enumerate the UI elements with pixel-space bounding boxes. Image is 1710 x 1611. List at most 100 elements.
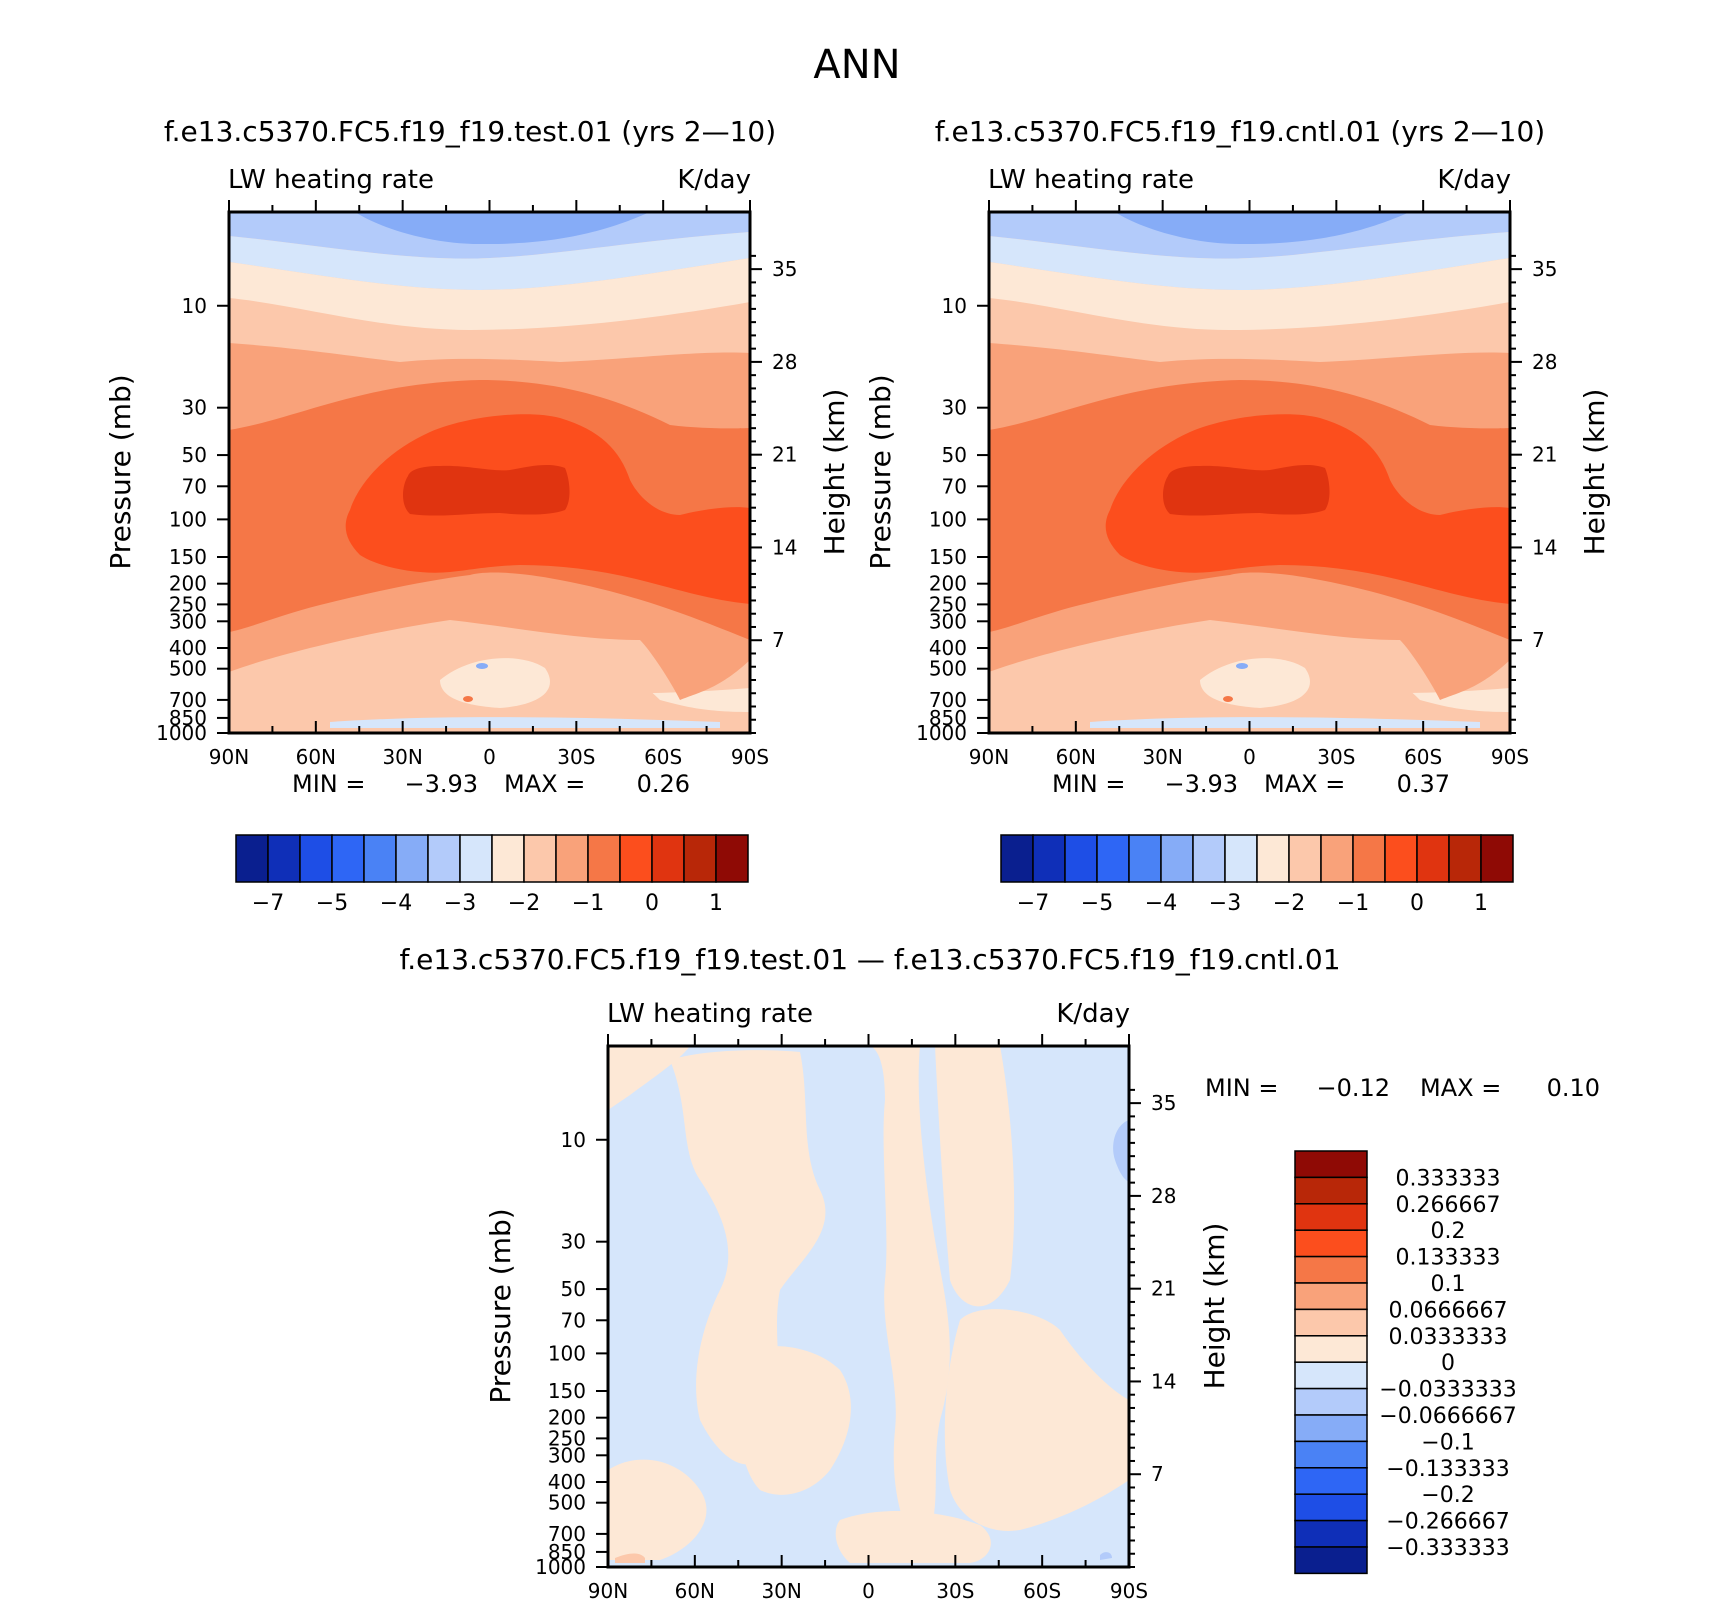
pressure-tick-label: 400 xyxy=(169,636,207,660)
colorbar-swatch xyxy=(1294,1150,1368,1179)
pressure-tick-label: 500 xyxy=(548,1491,586,1515)
x-tick-label: 60S xyxy=(1023,1579,1061,1603)
height-tick-label: 21 xyxy=(772,443,797,467)
colorbar-label: −2 xyxy=(1273,891,1305,916)
colorbar-label: −0.266667 xyxy=(1386,1510,1509,1535)
contour-band xyxy=(476,663,488,669)
x-tick-label: 30N xyxy=(1142,745,1182,769)
x-tick-label: 90S xyxy=(1110,1579,1148,1603)
colorbar-swatch xyxy=(1320,834,1354,883)
height-tick-label: 14 xyxy=(1151,1369,1176,1393)
pressure-tick-label: 1000 xyxy=(535,1555,586,1579)
pressure-tick-label: 50 xyxy=(182,443,207,467)
colorbar-swatch xyxy=(715,834,749,883)
colorbar-swatch xyxy=(1294,1519,1368,1548)
height-tick-label: 28 xyxy=(1151,1184,1176,1208)
pressure-tick-label: 100 xyxy=(929,507,967,531)
pressure-tick-label: 100 xyxy=(169,507,207,531)
pressure-tick-label: 50 xyxy=(942,443,967,467)
colorbar-cntl: −7 −5 −4 −3 −2 −1 0 1 xyxy=(1000,834,1514,916)
x-tick-label: 60N xyxy=(296,745,336,769)
colorbar-swatch xyxy=(1294,1335,1368,1363)
axes-diff: 90N 60N 30N 0 30S 60S 90S103050701001502002503… xyxy=(535,1034,1600,1603)
pressure-tick-label: 50 xyxy=(561,1277,586,1301)
colorbar-swatch xyxy=(1480,834,1514,883)
colorbar-label: −3 xyxy=(444,891,476,916)
x-tick-label: 90N xyxy=(588,1579,628,1603)
max-value: 0.26 xyxy=(637,770,690,798)
x-tick-label: 60N xyxy=(675,1579,715,1603)
colorbar-label: 0.333333 xyxy=(1396,1166,1501,1191)
contour-band xyxy=(1236,663,1248,669)
colorbar-swatch xyxy=(1160,834,1194,883)
colorbar-swatch xyxy=(1000,834,1034,883)
panel-test-title: f.e13.c5370.FC5.f19_f19.test.01 (yrs 2—1… xyxy=(164,115,776,148)
colorbar-label: 1 xyxy=(1474,891,1488,916)
colorbar-swatch xyxy=(1384,834,1418,883)
max-value: 0.37 xyxy=(1397,770,1450,798)
pressure-tick-label: 150 xyxy=(929,545,967,569)
axes-cntl: 90N 60N 30N 0 30S 60S 90S103050701001502002503… xyxy=(916,200,1557,798)
pressure-tick-label: 300 xyxy=(169,609,207,633)
colorbar-swatch xyxy=(1288,834,1322,883)
panel-cntl-units-label: K/day xyxy=(1437,165,1511,195)
contour-band xyxy=(670,1050,826,1465)
colorbar-swatch xyxy=(555,834,589,883)
x-tick-label: 30S xyxy=(1317,745,1355,769)
colorbar-swatch xyxy=(235,834,269,883)
pressure-tick-label: 700 xyxy=(929,688,967,712)
contour-band xyxy=(870,1046,950,1550)
colorbar-label: −1 xyxy=(572,891,604,916)
x-tick-label: 0 xyxy=(483,745,496,769)
colorbar-swatch xyxy=(1448,834,1482,883)
colorbar-swatch xyxy=(363,834,397,883)
contour-band xyxy=(608,1046,690,1110)
contour-band xyxy=(440,658,550,708)
pressure-tick-label: 30 xyxy=(561,1230,586,1254)
colorbar-swatch xyxy=(587,834,621,883)
panel-cntl-field xyxy=(989,212,1510,733)
contour-band xyxy=(1090,717,1480,728)
height-tick-label: 35 xyxy=(772,257,797,281)
panel-test-variable-label: LW heating rate xyxy=(228,165,434,195)
pressure-tick-label: 700 xyxy=(169,688,207,712)
height-tick-label: 14 xyxy=(772,535,797,559)
contour-band xyxy=(403,464,570,516)
panel-cntl-title: f.e13.c5370.FC5.f19_f19.cntl.01 (yrs 2—1… xyxy=(935,115,1545,148)
axes-test: 90N 60N 30N 0 30S 60S 90S103050701001502002503… xyxy=(156,200,797,798)
max-label: MAX = xyxy=(1264,770,1345,798)
pressure-tick-label: 70 xyxy=(182,474,207,498)
contour-band xyxy=(229,232,750,290)
x-tick-label: 0 xyxy=(862,1579,875,1603)
max-label: MAX = xyxy=(504,770,585,798)
height-tick-label: 7 xyxy=(1151,1462,1164,1486)
pressure-tick-label: 10 xyxy=(942,294,967,318)
contour-band xyxy=(1113,1120,1129,1182)
pressure-tick-label: 850 xyxy=(548,1540,586,1564)
panel-test-y2label: Height (km) xyxy=(818,389,851,556)
height-tick-label: 7 xyxy=(1532,628,1545,652)
colorbar-test: −7 −5 −4 −3 −2 −1 0 1 xyxy=(235,834,749,916)
contour-band xyxy=(229,258,750,330)
contour-band xyxy=(615,1553,645,1563)
colorbar-label: −7 xyxy=(252,891,284,916)
panel-diff-title: f.e13.c5370.FC5.f19_f19.test.01 — f.e13.… xyxy=(399,943,1340,976)
pressure-tick-label: 200 xyxy=(929,572,967,596)
x-tick-label: 60S xyxy=(644,745,682,769)
colorbar-swatch xyxy=(1294,1308,1368,1337)
colorbar-swatch xyxy=(299,834,333,883)
colorbar-label: 0.1 xyxy=(1431,1272,1466,1297)
figure-title: ANN xyxy=(813,42,900,88)
x-tick-label: 90N xyxy=(969,745,1009,769)
colorbar-label: 0 xyxy=(645,891,659,916)
height-tick-label: 28 xyxy=(1532,350,1557,374)
x-tick-label: 90S xyxy=(731,745,769,769)
height-tick-label: 28 xyxy=(772,350,797,374)
pressure-tick-label: 400 xyxy=(548,1470,586,1494)
colorbar-swatch xyxy=(267,834,301,883)
colorbar-swatch xyxy=(491,834,525,883)
colorbar-swatch xyxy=(1224,834,1258,883)
colorbar-label: 0.133333 xyxy=(1396,1246,1501,1271)
max-label: MAX = xyxy=(1420,1074,1501,1102)
